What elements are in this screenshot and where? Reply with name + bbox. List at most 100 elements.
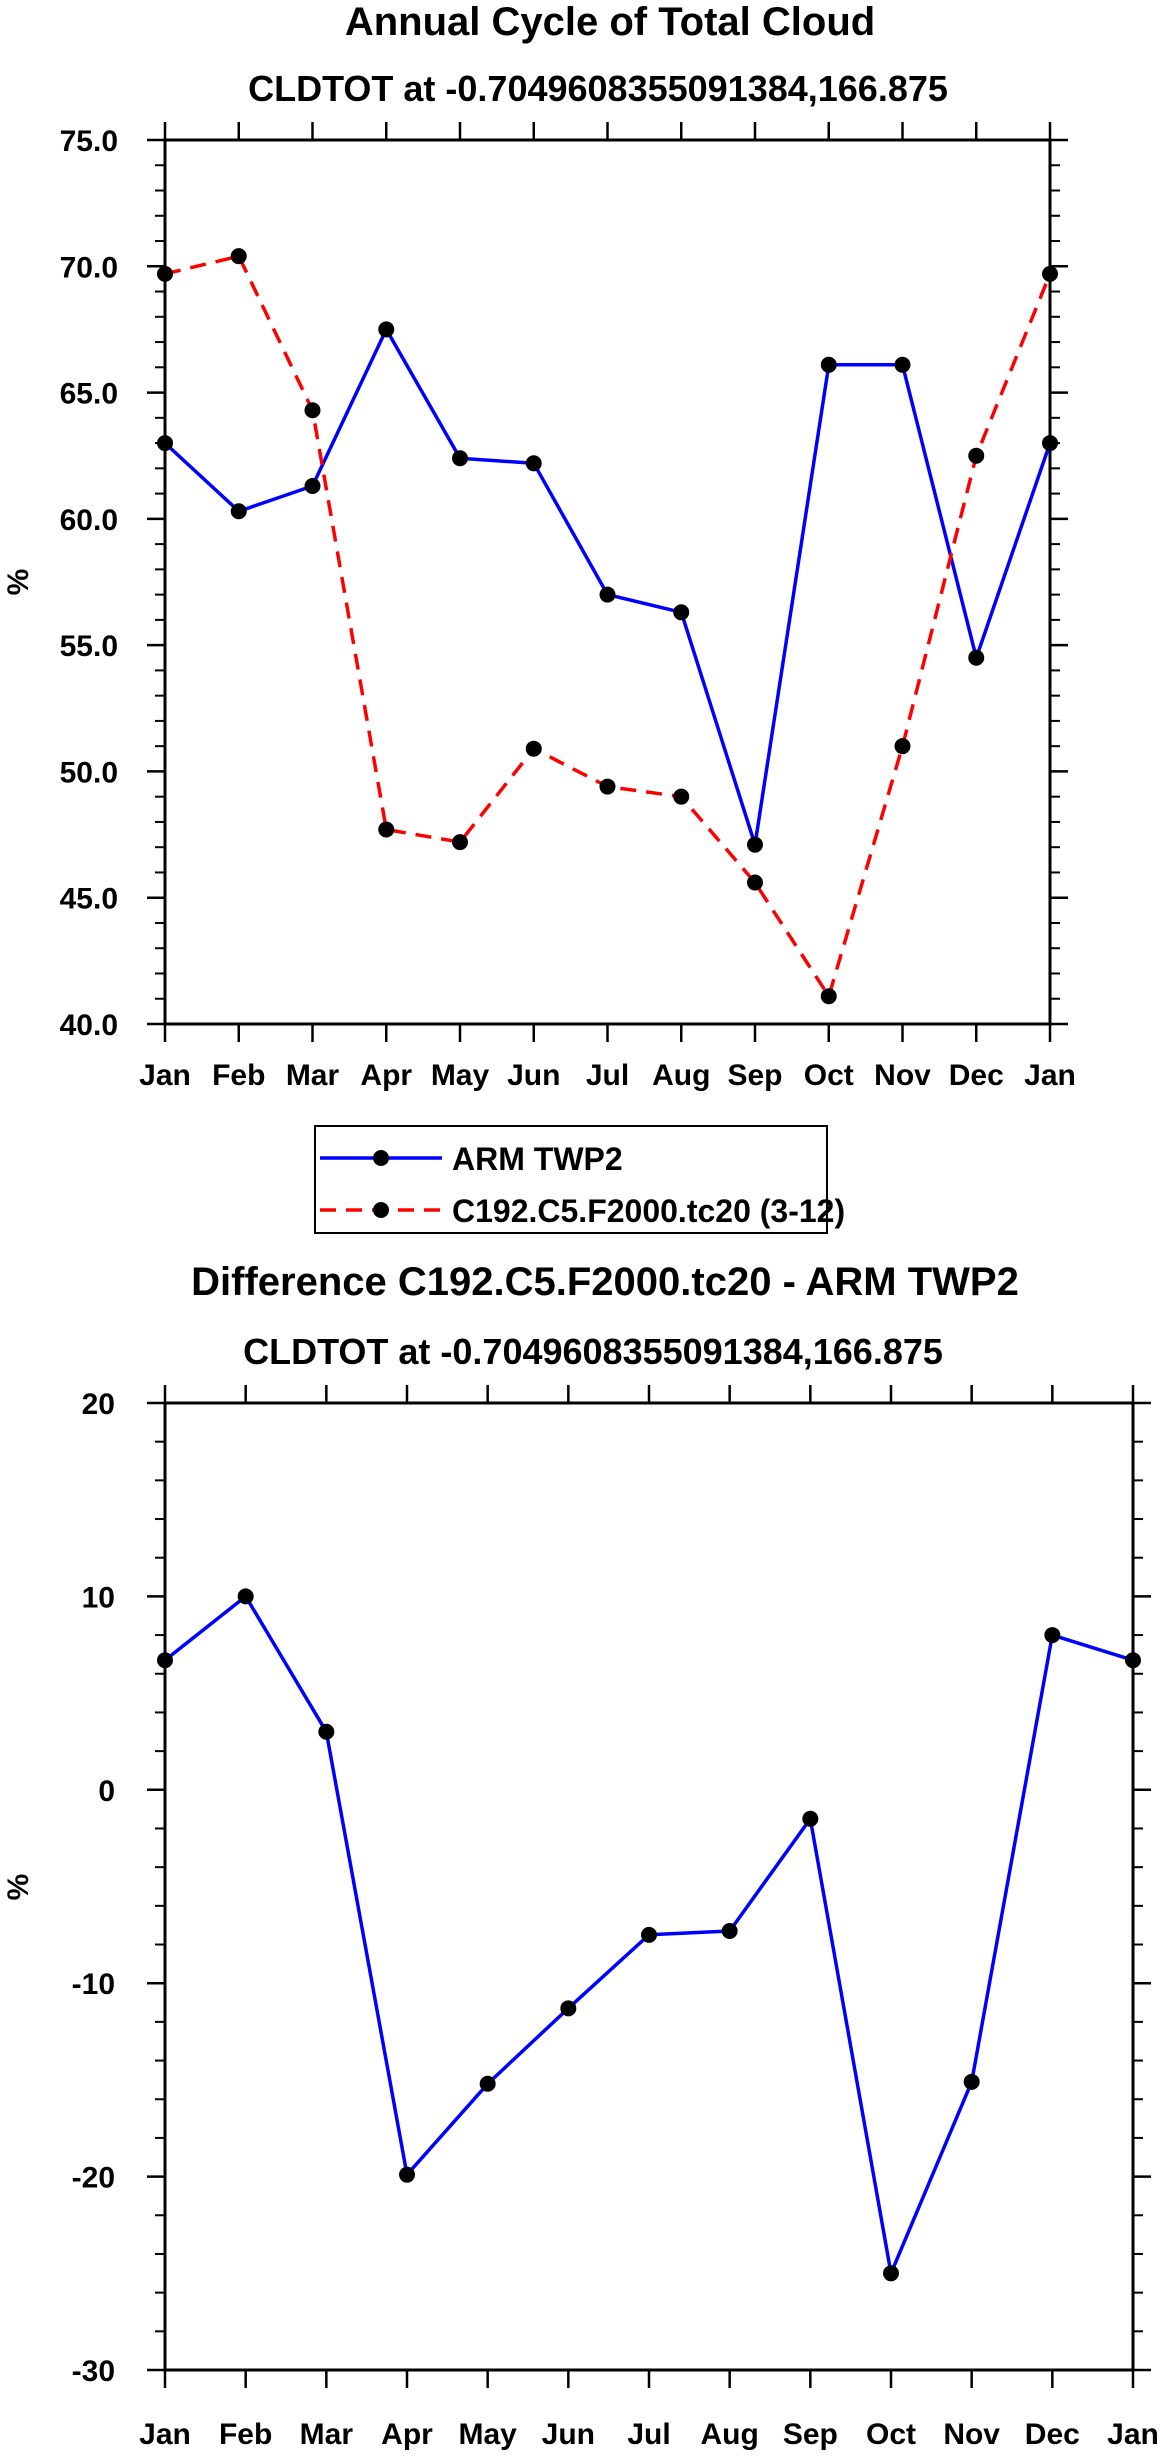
data-point <box>968 649 985 666</box>
y-tick-label: 50.0 <box>60 756 118 789</box>
x-tick-label: Sep <box>783 2418 838 2451</box>
x-tick-labels: Jan Feb Mar Apr May Jun Jul Aug Sep Oct Nov Dec Jan <box>139 1059 1076 1092</box>
data-point <box>479 2075 496 2092</box>
y-tick-label: 75.0 <box>60 125 118 158</box>
data-point <box>599 778 616 795</box>
data-point <box>894 356 911 373</box>
y-tick-label: 20 <box>82 1388 115 1421</box>
x-tick-label: Jul <box>627 2418 670 2451</box>
data-point <box>883 2265 899 2282</box>
legend-model-marker <box>373 1202 389 1218</box>
y-tick-label: 0 <box>98 1775 115 1808</box>
chart-title: Difference C192.C5.F2000.tc20 - ARM TWP2 <box>191 1260 1019 1304</box>
x-tick-label: Apr <box>381 2418 433 2451</box>
data-point <box>230 503 247 520</box>
x-tick-label: Dec <box>949 1059 1004 1092</box>
data-point <box>963 2073 980 2090</box>
y-tick-label: 40.0 <box>60 1009 118 1042</box>
data-point <box>1125 1652 1141 1669</box>
chart-title: Annual Cycle of Total Cloud <box>345 0 875 44</box>
x-tick-label: Jan <box>139 2418 191 2451</box>
y-tick-label: -30 <box>72 2355 115 2388</box>
y-axis-label: % <box>2 1874 35 1901</box>
legend-model-label: C192.C5.F2000.tc20 (3-12) <box>452 1193 845 1229</box>
y-tick-label: 70.0 <box>60 251 118 284</box>
data-point <box>641 1926 657 1943</box>
series-layer <box>157 1588 1141 2282</box>
data-point <box>452 834 468 851</box>
x-tick-label: May <box>431 1059 490 1092</box>
data-point <box>820 988 837 1005</box>
data-point <box>237 1588 254 1605</box>
chart-subtitle: CLDTOT at -0.7049608355091384,166.875 <box>248 68 948 109</box>
data-point <box>673 788 690 805</box>
data-point <box>747 874 763 891</box>
x-tick-label: Jan <box>1024 1059 1076 1092</box>
data-point <box>1042 265 1058 282</box>
data-point <box>525 740 542 757</box>
data-point <box>378 321 395 338</box>
data-point <box>157 435 173 452</box>
data-point <box>968 447 985 464</box>
x-tick-label: Jun <box>542 2418 595 2451</box>
y-tick-label: 60.0 <box>60 504 118 537</box>
data-point <box>560 2000 577 2017</box>
data-point <box>230 248 247 265</box>
y-tick-labels: -30 -20 -10 0 10 20 <box>72 1388 115 2388</box>
axis-ticks <box>147 122 1068 1042</box>
data-point <box>1042 435 1058 452</box>
data-point <box>399 2166 415 2183</box>
data-point <box>599 586 616 603</box>
y-tick-label: -10 <box>72 1968 115 2001</box>
x-tick-label: Nov <box>943 2418 1000 2451</box>
y-tick-label: 55.0 <box>60 630 118 663</box>
x-tick-label: Jan <box>139 1059 191 1092</box>
x-tick-label: May <box>458 2418 517 2451</box>
legend-box <box>314 1125 828 1234</box>
legend-arm-label: ARM TWP2 <box>452 1141 623 1177</box>
data-point <box>452 450 468 467</box>
plot-frame <box>163 138 1052 1026</box>
data-point <box>157 265 173 282</box>
plot-frame <box>163 1401 1135 2372</box>
x-tick-label: Oct <box>804 1059 854 1092</box>
data-point <box>894 738 911 755</box>
y-tick-label: 10 <box>82 1581 115 1614</box>
x-tick-label: Dec <box>1025 2418 1080 2451</box>
annual-cycle-chart: Annual Cycle of Total Cloud CLDTOT at -0… <box>2 0 1076 1092</box>
y-tick-label: -20 <box>72 2162 115 2195</box>
data-point <box>721 1922 738 1939</box>
chart-subtitle: CLDTOT at -0.7049608355091384,166.875 <box>243 1331 943 1372</box>
data-point <box>1044 1627 1061 1644</box>
legend-arm-marker <box>373 1150 389 1166</box>
axis-ticks <box>147 1385 1151 2388</box>
x-tick-label: Jan <box>1107 2418 1159 2451</box>
data-point <box>318 1723 335 1740</box>
x-tick-label: Apr <box>360 1059 412 1092</box>
y-tick-labels: 40.0 45.0 50.0 55.0 60.0 65.0 70.0 75.0 <box>60 125 118 1042</box>
x-tick-label: Aug <box>701 2418 759 2451</box>
data-point <box>378 821 395 838</box>
y-tick-label: 65.0 <box>60 378 118 411</box>
data-point <box>525 455 542 472</box>
data-point <box>820 356 837 373</box>
x-tick-label: Aug <box>652 1059 710 1092</box>
x-tick-label: Jun <box>507 1059 560 1092</box>
x-tick-label: Oct <box>866 2418 916 2451</box>
data-point <box>304 478 321 495</box>
x-tick-label: Jul <box>586 1059 629 1092</box>
data-point <box>747 836 763 853</box>
x-tick-label: Feb <box>219 2418 272 2451</box>
x-tick-labels: Jan Feb Mar Apr May Jun Jul Aug Sep Oct Nov Dec Jan <box>139 2418 1159 2451</box>
x-tick-label: Mar <box>286 1059 340 1092</box>
x-tick-label: Sep <box>727 1059 782 1092</box>
x-tick-label: Mar <box>300 2418 354 2451</box>
legend: ARM TWP2 C192.C5.F2000.tc20 (3-12) <box>314 1125 845 1234</box>
data-point <box>157 1652 173 1669</box>
data-point <box>802 1810 819 1827</box>
data-point <box>673 604 690 621</box>
x-tick-label: Nov <box>874 1059 931 1092</box>
series-layer <box>157 248 1058 1005</box>
y-tick-label: 45.0 <box>60 883 118 916</box>
